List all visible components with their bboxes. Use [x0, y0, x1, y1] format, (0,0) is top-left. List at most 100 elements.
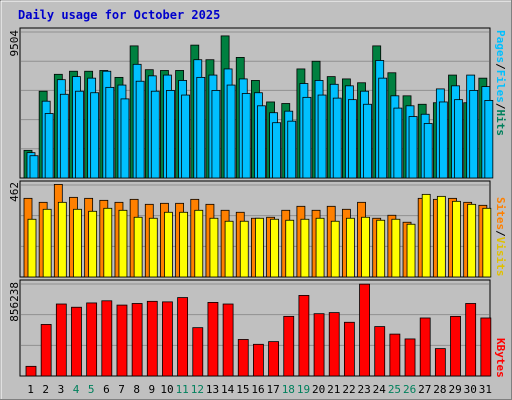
kbytes-bar-kbytes-day-21 [328, 312, 340, 377]
visits-bar-sites-day-11 [179, 211, 189, 278]
legend-sep-2: / [494, 103, 507, 110]
kbytes-bar-kbytes-day-1 [25, 365, 37, 377]
legend-sep-3: / [494, 230, 507, 237]
visits-bar-sites-day-2 [42, 208, 52, 278]
kbytes-bar-kbytes-day-26 [404, 338, 416, 377]
day-label-7: 7 [118, 383, 125, 396]
chart-title: Daily usage for October 2025 [18, 8, 220, 22]
visits-bar-sites-day-3 [57, 201, 67, 278]
legend-visits: Visits [494, 237, 507, 277]
hits-bar-pages-day-13 [211, 90, 221, 179]
visits-bar-sites-day-1 [27, 218, 37, 278]
day-label-2: 2 [42, 383, 49, 396]
visits-bar-sites-day-19 [300, 218, 310, 278]
hits-bar-pages-day-29 [454, 99, 463, 179]
hits-bar-pages-day-1 [29, 155, 39, 179]
kbytes-bar-kbytes-day-7 [116, 304, 128, 377]
hits-bar-pages-day-23 [363, 103, 372, 179]
hits-bar-pages-day-15 [241, 93, 251, 179]
kbytes-bar-kbytes-day-20 [313, 313, 325, 377]
day-label-18: 18 [282, 383, 295, 396]
hits-bar-pages-day-27 [423, 123, 433, 179]
hits-bar-pages-day-6 [105, 86, 115, 179]
hits-bar-pages-day-11 [181, 94, 191, 179]
kbytes-bars [25, 283, 492, 377]
kbytes-bar-kbytes-day-15 [237, 339, 249, 377]
kbytes-bar-kbytes-day-31 [480, 317, 492, 377]
day-label-11: 11 [176, 383, 189, 396]
kbytes-bar-kbytes-day-22 [343, 321, 355, 377]
hits-bar-pages-day-30 [469, 90, 479, 179]
visits-bar-sites-day-7 [118, 209, 128, 278]
legend-kbytes: KBytes [494, 338, 507, 378]
kbytes-bar-kbytes-day-27 [419, 317, 431, 377]
kbytes-bar-kbytes-day-18 [283, 315, 295, 377]
day-label-15: 15 [236, 383, 249, 396]
hits-bar-pages-day-3 [59, 93, 69, 179]
day-label-28: 28 [433, 383, 446, 396]
day-label-12: 12 [191, 383, 204, 396]
visits-bar-sites-day-15 [239, 220, 249, 278]
hits-bar-pages-day-21 [332, 97, 342, 179]
legend-hits: Hits [494, 110, 507, 137]
legend-sites: Sites [494, 197, 507, 230]
visits-bar-sites-day-6 [103, 207, 113, 278]
day-label-29: 29 [448, 383, 461, 396]
visits-bar-sites-day-20 [315, 217, 325, 278]
day-label-1: 1 [27, 383, 34, 396]
kbytes-bar-kbytes-day-30 [465, 303, 477, 377]
day-label-31: 31 [479, 383, 492, 396]
visits-bar-sites-day-24 [376, 219, 386, 278]
day-label-30: 30 [464, 383, 477, 396]
day-label-22: 22 [342, 383, 355, 396]
kbytes-bar-kbytes-day-13 [207, 301, 219, 377]
visits-bar-sites-day-27 [421, 193, 431, 278]
hits-bar-pages-day-26 [408, 116, 418, 179]
hits-bar-pages-day-31 [484, 100, 494, 179]
hits-bar-pages-day-8 [135, 80, 145, 179]
visits-bar-sites-day-16 [255, 217, 264, 278]
hits-bar-pages-day-5 [90, 92, 100, 179]
visits-bar-sites-day-31 [482, 207, 492, 278]
visits-bar-sites-day-10 [164, 211, 173, 278]
day-label-20: 20 [312, 383, 325, 396]
kbytes-bar-kbytes-day-9 [146, 300, 158, 377]
visits-bar-sites-day-17 [270, 218, 279, 278]
kbytes-bar-kbytes-day-24 [374, 326, 386, 377]
kbytes-bar-kbytes-day-17 [268, 341, 279, 377]
visits-bar-sites-day-26 [406, 223, 416, 278]
day-label-26: 26 [403, 383, 416, 396]
hits-bar-pages-day-22 [347, 99, 357, 179]
legend-sep-1: / [494, 63, 507, 70]
kbytes-bar-kbytes-day-5 [86, 302, 98, 377]
legend-pages: Pages [494, 30, 507, 63]
day-label-23: 23 [358, 383, 371, 396]
day-label-24: 24 [373, 383, 387, 396]
day-label-19: 19 [297, 383, 310, 396]
kbytes-bar-kbytes-day-11 [177, 297, 189, 377]
visits-bar-sites-day-4 [73, 208, 82, 278]
day-label-13: 13 [206, 383, 219, 396]
day-labels: 1 2 3 4 5 6 7 8 9 10 11 12 13 14 15 16 17 18 19 20 21 22 23 24 2… [27, 383, 492, 396]
day-label-10: 10 [160, 383, 173, 396]
kbytes-ymax-label: 856238 [8, 282, 21, 322]
hits-bar-pages-day-4 [75, 90, 84, 179]
day-label-4: 4 [73, 383, 80, 396]
kbytes-bar-kbytes-day-28 [434, 348, 446, 377]
hits-bar-pages-day-12 [196, 76, 206, 179]
kbytes-bar-kbytes-day-19 [298, 295, 310, 377]
visits-bar-sites-day-14 [224, 220, 234, 278]
day-label-21: 21 [327, 383, 340, 396]
kbytes-bar-kbytes-day-12 [192, 327, 204, 377]
visits-ymax-label: 462 [8, 182, 21, 202]
hits-bar-pages-day-28 [438, 101, 448, 179]
day-label-16: 16 [251, 383, 264, 396]
hits-legend: Pages/Files/Hits [494, 30, 507, 136]
day-label-9: 9 [149, 383, 156, 396]
visits-bar-sites-day-23 [361, 216, 370, 278]
visits-bar-sites-day-28 [436, 195, 446, 278]
visits-bar-sites-day-29 [452, 200, 461, 278]
hits-ymax-label: 9504 [8, 30, 21, 57]
visits-bar-sites-day-22 [345, 217, 355, 278]
day-label-17: 17 [267, 383, 280, 396]
